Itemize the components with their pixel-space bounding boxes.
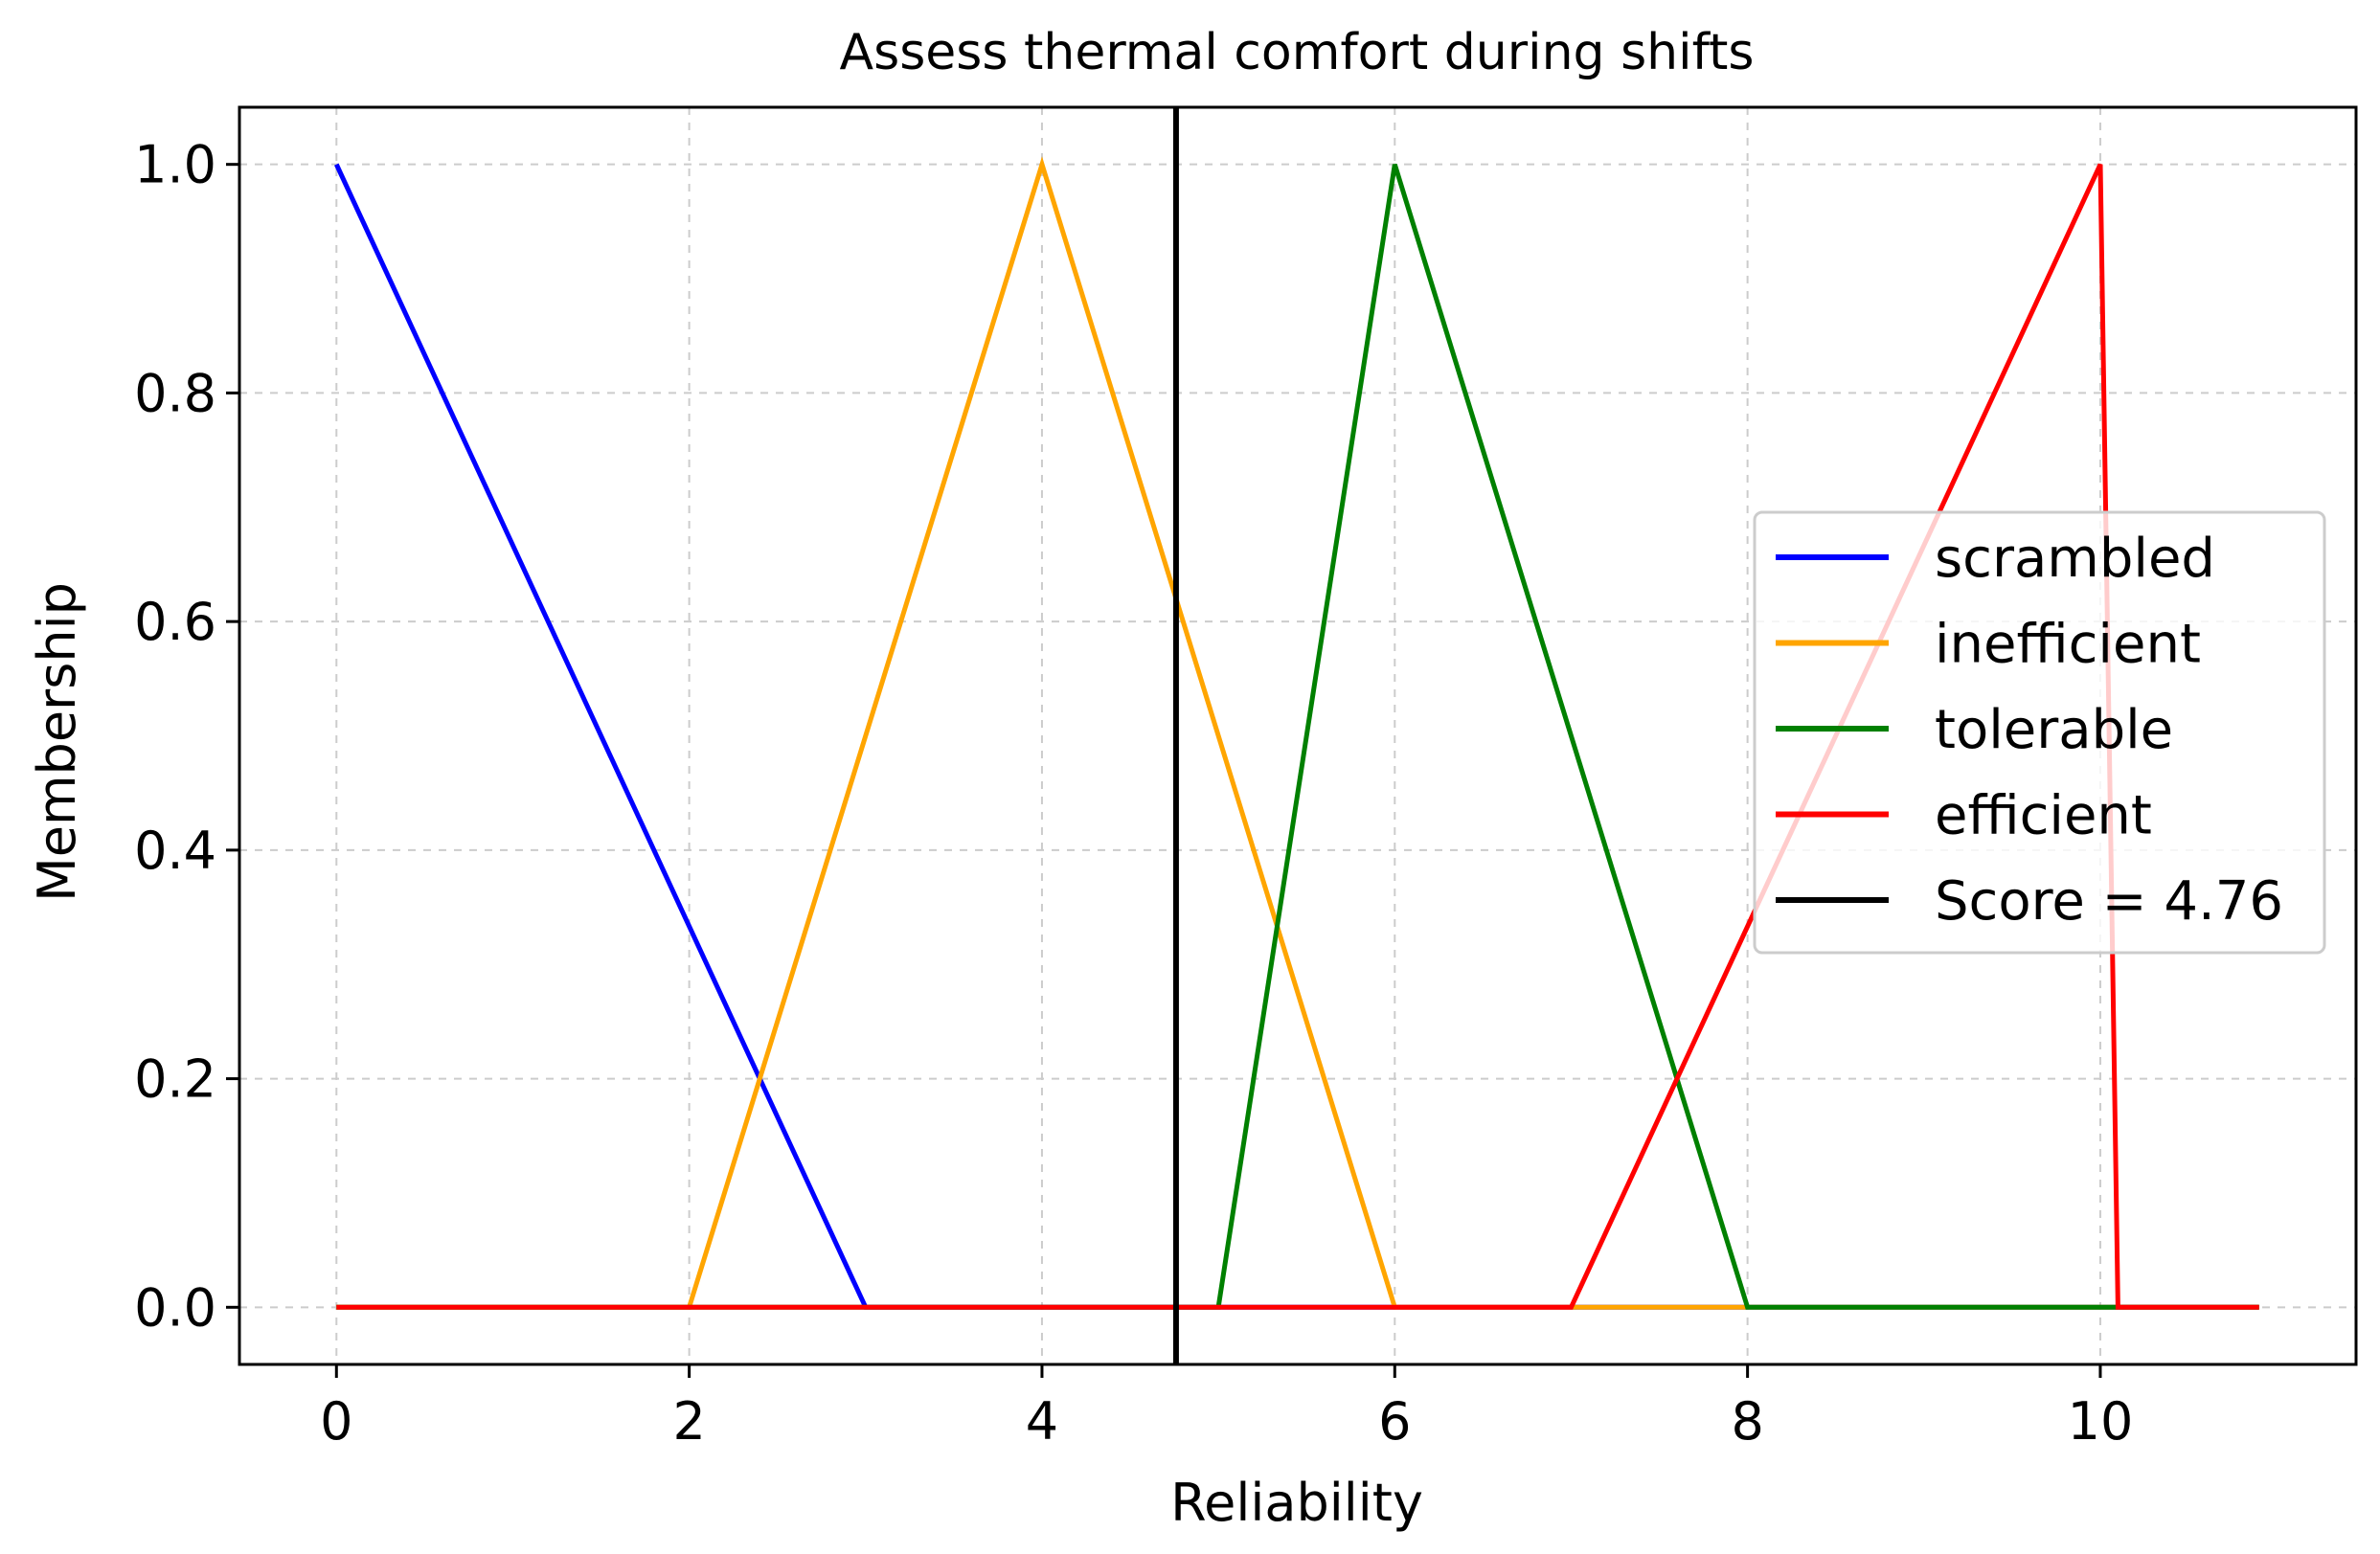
y-tick-label: 0.6 [134, 592, 216, 652]
x-tick-label: 2 [672, 1391, 705, 1452]
y-tick-label: 0.2 [134, 1049, 216, 1110]
chart-title: Assess thermal comfort during shifts [840, 24, 1755, 81]
y-tick-label: 1.0 [134, 135, 216, 195]
y-tick-label: 0.4 [134, 821, 216, 881]
legend: scrambled inefficient tolerable efficient Sc… [1753, 510, 2326, 955]
legend-box [1753, 510, 2326, 955]
legend-label: efficient [1935, 785, 2152, 847]
y-tick-label: 0.8 [134, 363, 216, 423]
x-axis-label: Reliability [1170, 1473, 1423, 1533]
legend-label: Score = 4.76 [1935, 870, 2283, 933]
x-tick-label: 0 [320, 1391, 352, 1452]
series-line-efficient [336, 163, 2259, 1310]
legend-label: tolerable [1935, 699, 2173, 761]
plot-frame [238, 105, 2358, 1366]
x-tick-label: 6 [1378, 1391, 1411, 1452]
series-layer [334, 156, 2259, 1310]
x-tick-label: 10 [2068, 1391, 2134, 1452]
x-tick-label: 4 [1026, 1391, 1058, 1452]
axis-ticks: 0 2 4 6 8 10 0.0 0.2 0.4 0.6 0.8 1.0 [134, 135, 2133, 1452]
y-axis-label: Membership [27, 582, 87, 902]
legend-label: inefficient [1935, 614, 2201, 676]
y-tick-label: 0.0 [134, 1277, 216, 1338]
legend-label: scrambled [1935, 528, 2215, 590]
x-tick-label: 8 [1731, 1391, 1763, 1452]
